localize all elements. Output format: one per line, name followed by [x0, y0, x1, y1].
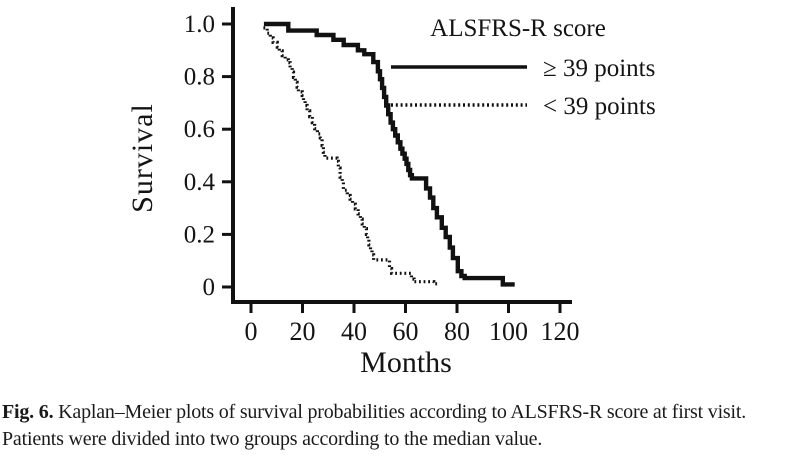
- x-tick-label: 20: [290, 317, 316, 346]
- y-tick-label: 0.6: [184, 116, 215, 143]
- legend-title: ALSFRS-R score: [430, 15, 606, 42]
- x-tick-label: 40: [341, 317, 367, 346]
- y-tick-label: 0: [203, 274, 216, 301]
- figure-caption: Fig. 6. Kaplan–Meier plots of survival p…: [0, 399, 800, 453]
- km-chart: 1.0 0.8 0.6 0.4 0.2 0 0 20 40 60 80 100 120 Survival M…: [126, 7, 656, 379]
- y-axis-title: Survival: [126, 103, 159, 213]
- figure-caption-label: Fig. 6.: [2, 401, 54, 423]
- x-tick-label: 120: [541, 317, 580, 346]
- y-tick-label: 0.2: [184, 221, 215, 248]
- y-tick-label: 1.0: [184, 11, 215, 38]
- legend-label-geq-39: ≥ 39 points: [543, 55, 655, 82]
- x-axis-title: Months: [360, 346, 452, 379]
- y-tick-label: 0.8: [184, 64, 215, 91]
- curve-lt-39: [263, 26, 440, 286]
- figure-caption-text: Kaplan–Meier plots of survival probabili…: [2, 401, 747, 450]
- x-tick-label: 0: [245, 317, 258, 346]
- x-tick-label: 80: [444, 317, 470, 346]
- x-tick-label: 100: [489, 317, 528, 346]
- x-tick-label: 60: [393, 317, 419, 346]
- y-tick-label: 0.4: [184, 169, 216, 196]
- legend-label-lt-39: < 39 points: [543, 93, 656, 120]
- curve-geq-39: [263, 21, 515, 287]
